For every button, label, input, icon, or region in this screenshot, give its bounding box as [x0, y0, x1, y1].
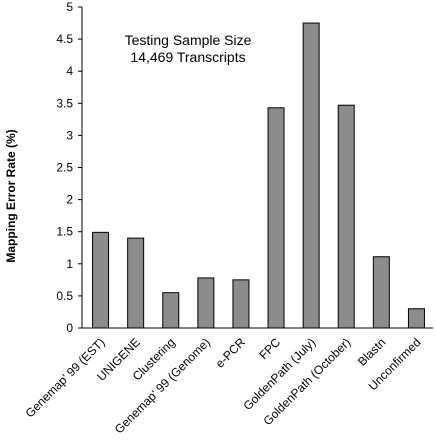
y-tick-label: 3.5	[56, 96, 73, 110]
y-tick-label: 1	[66, 257, 73, 271]
x-category-label: e-PCR	[213, 335, 249, 371]
y-tick-label: 0.5	[56, 289, 73, 303]
bar	[302, 22, 320, 329]
annotation-line-1: Testing Sample Size	[125, 32, 252, 48]
y-tick-label: 0	[66, 321, 73, 335]
y-tick-label: 4.5	[56, 32, 73, 46]
x-category-label: FPC	[256, 335, 283, 362]
y-tick-label: 2.5	[56, 161, 73, 175]
y-tick-label: 3	[66, 128, 73, 142]
bar	[337, 104, 355, 329]
y-axis-ticks: 0 0.5 1 1.5 2 2.5 3 3.5 4 4.5 5	[56, 0, 82, 335]
y-tick-label: 2	[66, 193, 73, 207]
annotation-line-2: 14,469 Transcripts	[130, 49, 245, 65]
x-category-label: Blastn	[355, 335, 388, 368]
bars	[92, 22, 425, 329]
y-tick-label: 5	[66, 0, 73, 14]
x-category-label: Genemap' 99 (EST)	[23, 335, 108, 420]
bar	[127, 237, 145, 329]
bar	[92, 231, 110, 329]
bar	[267, 107, 285, 329]
y-axis-label: Mapping Error Rate (%)	[4, 129, 18, 262]
bar	[197, 277, 215, 329]
x-axis-labels: Genemap' 99 (EST)UNIGENEClusteringGenema…	[23, 335, 424, 436]
bar	[162, 292, 180, 329]
bar	[407, 308, 425, 329]
bar	[372, 256, 390, 329]
y-tick-label: 4	[66, 64, 73, 78]
y-tick-label: 1.5	[56, 225, 73, 239]
bar	[232, 279, 250, 329]
